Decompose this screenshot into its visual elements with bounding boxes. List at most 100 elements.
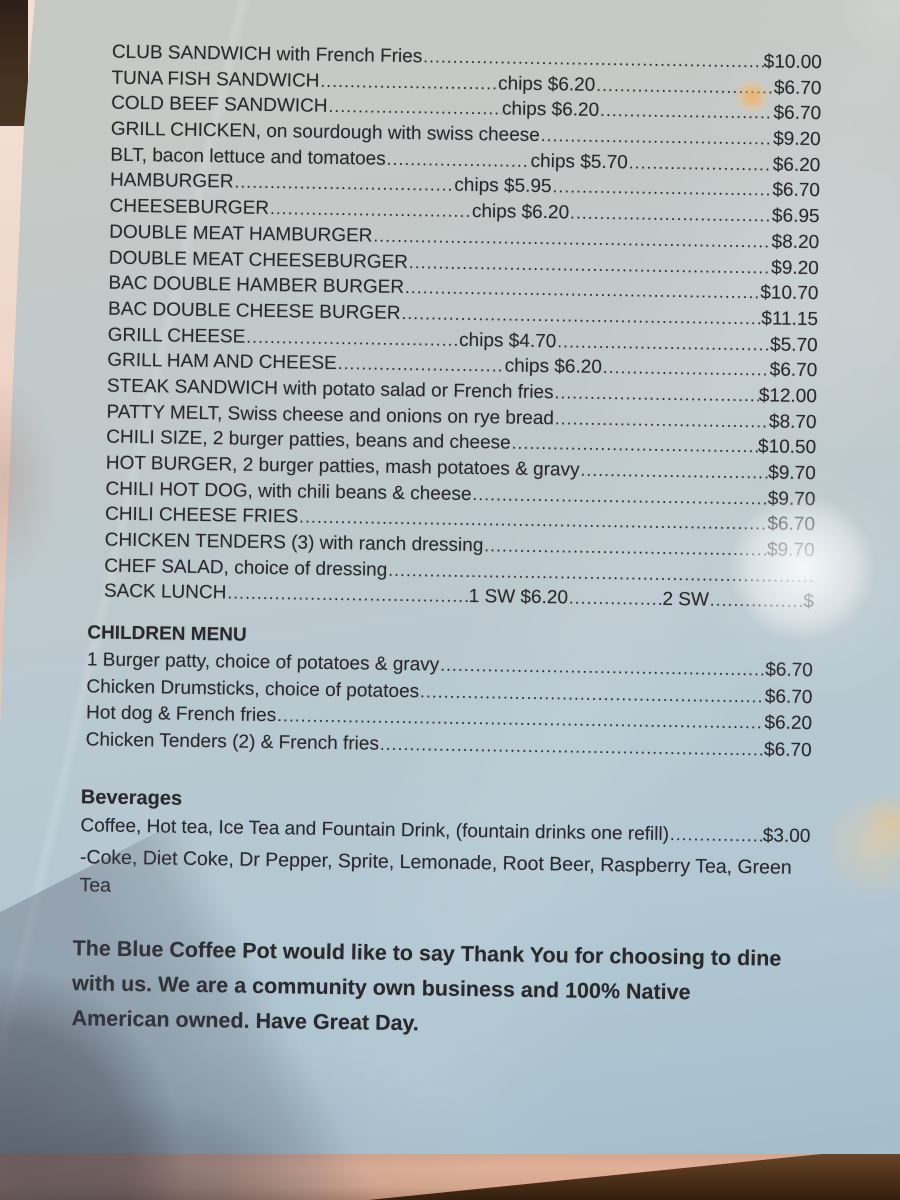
dot-leader: ........................................… [328, 97, 503, 120]
item-mid-price: chips $5.95 [454, 175, 552, 198]
item-name: COLD BEEF SANDWICH [111, 93, 328, 118]
dot-leader: ........................................… [408, 252, 772, 278]
item-name: CHILI HOT DOG, with chili beans & cheese [105, 478, 472, 505]
dot-leader: ........................................… [511, 433, 759, 458]
thank-you-note: The Blue Coffee Pot would like to say Th… [0, 929, 809, 1046]
dot-leader: ........................................… [540, 126, 774, 150]
item-price: $6.20 [764, 712, 813, 735]
dot-leader: ........................................… [569, 203, 773, 227]
item-price: $ [803, 591, 814, 613]
item-price: $6.70 [769, 359, 818, 382]
dot-leader: ........................................… [419, 682, 766, 708]
dot-leader: ........................................… [299, 507, 768, 535]
item-price: $6.70 [763, 739, 812, 762]
item-price: $12.00 [758, 385, 818, 408]
item-price: $8.20 [771, 231, 820, 253]
dot-leader: ........................................… [554, 383, 759, 407]
dot-leader: ........................................… [554, 408, 770, 433]
item-price: $9.20 [773, 128, 821, 151]
item-name: CHICKEN TENDERS (3) with ranch dressing [104, 529, 484, 557]
dot-leader: ........................................… [234, 172, 455, 197]
item-mid-price: chips $6.20 [471, 201, 570, 224]
dot-leader: ........................................… [246, 327, 460, 351]
item-name: SACK LUNCH [103, 581, 227, 604]
dot-leader: ........................................… [709, 591, 804, 613]
item-price: $11.15 [761, 308, 819, 331]
beverages-section: Beverages Coffee, Hot tea, Ice Tea and F… [0, 784, 811, 909]
item-price: $6.70 [764, 686, 813, 708]
item-name: BLT, bacon lettuce and tomatoes [110, 144, 386, 170]
item-name: HAMBURGER [109, 170, 234, 193]
item-price: $6.70 [773, 102, 822, 125]
item-mid-price: chips $5.70 [530, 150, 628, 174]
item-name: Hot dog & French fries [85, 702, 277, 727]
item-price: $5.70 [769, 334, 818, 356]
dot-leader: ........................................… [568, 588, 663, 611]
item-name: CHILI CHEESE FRIES [104, 503, 299, 528]
item-name: GRILL HAM AND CHEESE [107, 349, 337, 375]
item-mid-price: 1 SW $6.20 [468, 586, 569, 609]
item-price: $9.20 [771, 256, 819, 279]
item-name: CHEF SALAD, choice of dressing [104, 555, 388, 581]
main-menu-list: CLUB SANDWICH with French Fries.........… [0, 40, 822, 617]
item-mid-price: chips $6.20 [501, 98, 600, 122]
beverages-notes: -Coke, Diet Coke, Dr Pepper, Sprite, Lem… [79, 843, 810, 910]
dot-leader: ........................................… [379, 734, 765, 761]
item-price: $10.70 [760, 282, 819, 305]
item-name: BAC DOUBLE HAMBER BURGER [108, 272, 405, 299]
item-name: 1 Burger patty, choice of potatoes & gra… [86, 649, 440, 676]
item-price: $6.95 [771, 205, 820, 228]
dot-leader: ........................................… [596, 75, 775, 99]
dot-leader: ........................................… [484, 536, 768, 561]
dot-leader: ........................................… [337, 354, 505, 377]
item-mid-price: chips $6.20 [497, 73, 596, 96]
dot-leader: ........................................… [580, 460, 769, 484]
dot-leader: ........................................… [404, 278, 761, 304]
item-name: DOUBLE MEAT CHEESEBURGER [108, 247, 409, 273]
dot-leader: ........................................… [552, 177, 773, 201]
dot-leader: ........................................… [669, 824, 763, 846]
item-mid-price: 2 SW [662, 589, 709, 611]
item-price: $6.70 [765, 659, 813, 682]
dot-leader: ........................................… [602, 358, 770, 381]
dot-leader: ........................................… [373, 226, 772, 253]
item-mid-price: chips $6.20 [504, 355, 603, 379]
dot-leader: ........................................… [401, 303, 762, 330]
item-price: $6.70 [772, 179, 821, 202]
item-name: Chicken Tenders (2) & French fries [85, 729, 380, 755]
item-price: $9.70 [766, 539, 815, 562]
item-price: $9.70 [768, 462, 816, 485]
item-price: $6.70 [767, 513, 816, 536]
children-menu-section: CHILDREN MENU 1 Burger patty, choice of … [0, 621, 813, 767]
item-name: CHEESEBURGER [109, 195, 270, 220]
item-price: $9.70 [767, 488, 816, 510]
item-name: TUNA FISH SANDWICH [111, 67, 320, 92]
item-name: DOUBLE MEAT HAMBURGER [109, 221, 373, 247]
item-price: $8.70 [768, 411, 817, 433]
item-price: $6.20 [772, 154, 821, 176]
item-name: CLUB SANDWICH with French Fries [111, 41, 423, 68]
dot-leader: ........................................… [599, 101, 774, 124]
dot-leader: ........................................… [423, 47, 764, 73]
dot-leader: ........................................… [320, 71, 499, 95]
item-name: GRILL CHEESE [107, 324, 246, 348]
item-name: Chicken Drumsticks, choice of potatoes [86, 676, 420, 702]
item-price: $3.00 [762, 824, 811, 847]
item-mid-price: chips $4.70 [458, 329, 557, 352]
dot-leader: ........................................… [227, 583, 469, 608]
menu-content: CLUB SANDWICH with French Fries.........… [0, 40, 822, 1047]
dot-leader: ........................................… [628, 153, 773, 176]
dot-leader: ........................................… [557, 331, 771, 356]
dot-leader: ........................................… [388, 560, 813, 587]
item-name: BAC DOUBLE CHEESE BURGER [107, 298, 401, 324]
item-price: $10.50 [757, 436, 817, 459]
dot-leader: ........................................… [440, 655, 766, 681]
dot-leader: ........................................… [269, 199, 473, 223]
dot-leader: ........................................… [472, 484, 768, 510]
item-name: CHILI SIZE, 2 burger patties, beans and … [106, 426, 511, 454]
dot-leader: ........................................… [386, 149, 531, 172]
children-menu-list: 1 Burger patty, choice of potatoes & gra… [85, 649, 813, 766]
item-price: $6.70 [773, 77, 822, 99]
item-price: $10.00 [763, 51, 822, 74]
